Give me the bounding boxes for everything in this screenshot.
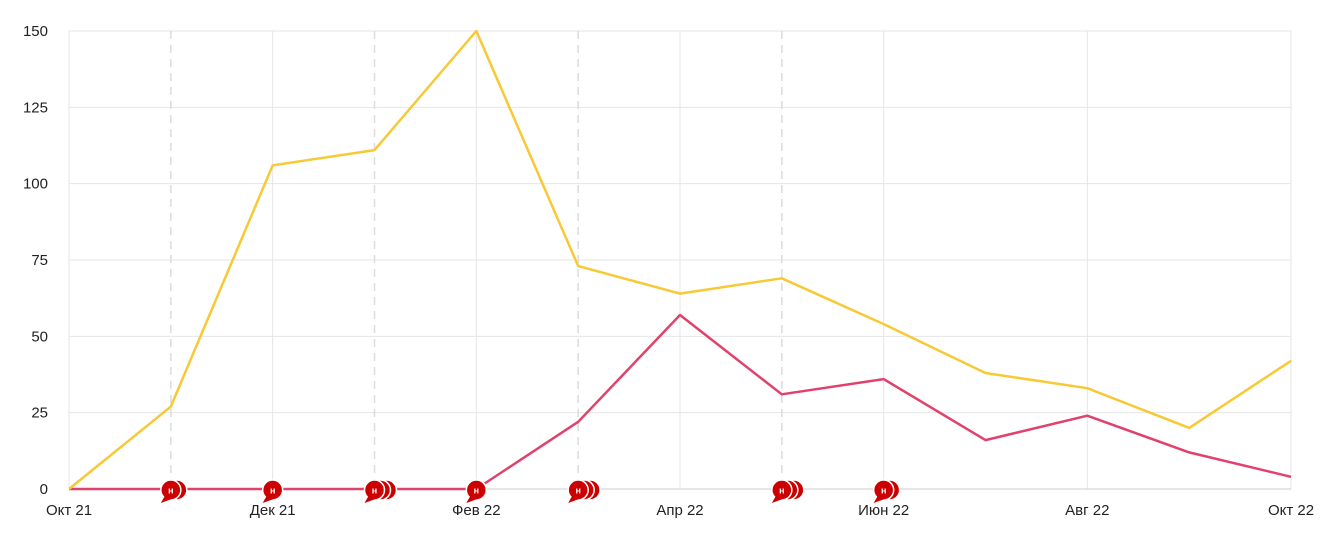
event-marker-letter: н xyxy=(881,486,886,496)
event-marker-letter: н xyxy=(168,486,173,496)
event-marker-tail xyxy=(771,496,783,503)
event-marker-letter: н xyxy=(270,486,275,496)
y-tick-label: 100 xyxy=(23,176,48,193)
x-tick-label: Июн 22 xyxy=(858,502,909,519)
event-marker-bubble[interactable] xyxy=(771,479,793,501)
event-marker-letter: н xyxy=(474,486,479,496)
event-marker-letter: н xyxy=(575,486,580,496)
event-marker[interactable]: н xyxy=(363,479,398,503)
event-marker-bubble[interactable] xyxy=(363,479,386,501)
event-marker-tail xyxy=(262,496,274,503)
event-marker[interactable]: н xyxy=(872,479,901,503)
x-tick-label: Фев 22 xyxy=(452,502,501,519)
axes: 0 25 50 75 100 125 150 Окт 21 Дек 21 Фев 22 Апр 22… xyxy=(23,23,1314,519)
event-marker[interactable]: н xyxy=(261,479,284,503)
event-marker-letter: н xyxy=(779,486,784,496)
y-tick-label: 50 xyxy=(31,328,48,345)
x-tick-label: Авг 22 xyxy=(1065,502,1109,519)
event-marker-tail xyxy=(873,496,885,503)
event-marker-bubble[interactable] xyxy=(160,479,182,501)
y-tick-label: 0 xyxy=(40,481,48,498)
event-marker-tail xyxy=(466,496,478,503)
y-tick-label: 75 xyxy=(31,252,48,269)
event-marker-bubble[interactable] xyxy=(872,479,895,501)
event-marker[interactable]: н xyxy=(771,479,805,503)
x-tick-label: Дек 21 xyxy=(250,502,296,519)
y-tick-label: 25 xyxy=(31,405,48,422)
event-marker-bubble[interactable] xyxy=(261,479,284,501)
event-marker-tail xyxy=(568,496,580,503)
event-marker-tail xyxy=(160,496,172,503)
event-marker-tail xyxy=(364,496,376,503)
grid xyxy=(68,30,1292,490)
event-marker[interactable]: н xyxy=(465,479,488,503)
event-marker-bubble[interactable] xyxy=(567,479,589,501)
event-marker-letter: н xyxy=(372,486,377,496)
x-tick-label: Окт 21 xyxy=(46,502,92,519)
series-line xyxy=(68,29,1292,490)
y-tick-label: 125 xyxy=(23,99,48,116)
x-tick-label: Апр 22 xyxy=(656,502,703,519)
event-lines xyxy=(170,31,783,489)
y-tick-label: 150 xyxy=(23,23,48,40)
event-marker[interactable]: н xyxy=(567,479,601,503)
event-marker[interactable]: н xyxy=(160,479,188,503)
x-tick-label: Окт 22 xyxy=(1268,502,1314,519)
event-marker-bubble[interactable] xyxy=(465,479,488,501)
